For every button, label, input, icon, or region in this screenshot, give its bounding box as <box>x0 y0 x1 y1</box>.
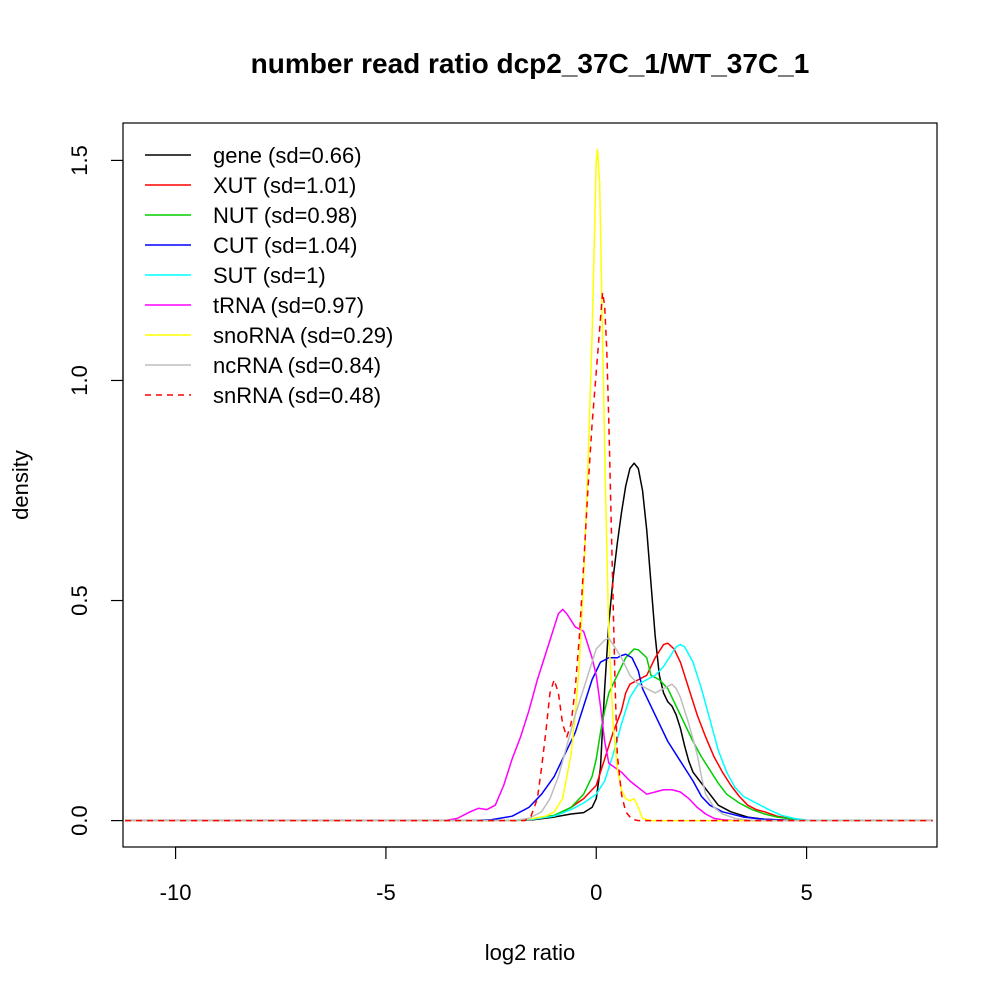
series-line-7 <box>125 637 933 822</box>
y-tick-label-0: 0.0 <box>67 805 92 836</box>
legend-label-5: tRNA (sd=0.97) <box>213 293 364 318</box>
x-axis-label: log2 ratio <box>485 940 576 965</box>
x-tick-label-1: -5 <box>376 880 396 905</box>
x-tick-label-0: -10 <box>160 880 192 905</box>
legend-label-2: NUT (sd=0.98) <box>213 203 357 228</box>
chart-title: number read ratio dcp2_37C_1/WT_37C_1 <box>251 48 810 79</box>
y-tick-label-2: 1.0 <box>67 365 92 396</box>
legend-label-0: gene (sd=0.66) <box>213 143 362 168</box>
series-line-1 <box>125 642 933 822</box>
x-tick-label-2: 0 <box>590 880 602 905</box>
series-line-4 <box>125 643 933 822</box>
legend-label-3: CUT (sd=1.04) <box>213 233 357 258</box>
legend-label-4: SUT (sd=1) <box>213 263 326 288</box>
x-axis: -10 -5 0 5 <box>160 846 813 905</box>
legend-label-1: XUT (sd=1.01) <box>213 173 356 198</box>
legend-label-8: snRNA (sd=0.48) <box>213 383 381 408</box>
series-line-5 <box>125 608 933 822</box>
x-tick-label-3: 5 <box>800 880 812 905</box>
series-line-8 <box>125 291 933 822</box>
y-tick-label-3: 1.5 <box>67 145 92 176</box>
legend-label-7: ncRNA (sd=0.84) <box>213 353 381 378</box>
y-axis-label: density <box>8 450 33 520</box>
legend-label-6: snoRNA (sd=0.29) <box>213 323 393 348</box>
series-line-2 <box>125 648 933 822</box>
y-axis: 0.0 0.5 1.0 1.5 <box>67 145 124 836</box>
series-line-0 <box>125 462 933 822</box>
plot-frame <box>122 122 938 848</box>
series-line-3 <box>125 653 933 822</box>
y-tick-label-1: 0.5 <box>67 585 92 616</box>
legend: gene (sd=0.66) XUT (sd=1.01) NUT (sd=0.98)… <box>145 143 393 408</box>
series-layer <box>125 148 933 822</box>
series-line-6 <box>125 148 933 822</box>
